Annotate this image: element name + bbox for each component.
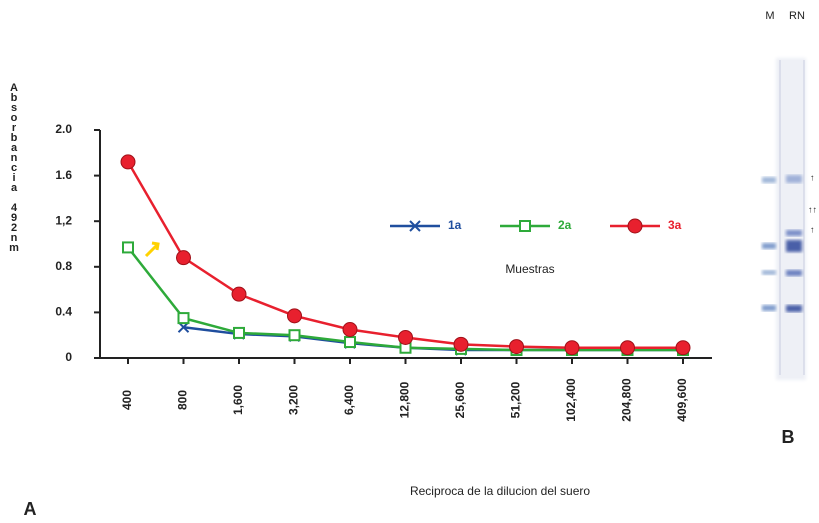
- marker: [519, 220, 531, 232]
- y-tick-label: 1.6: [55, 168, 72, 182]
- marker: [509, 339, 524, 355]
- marker: [287, 308, 302, 324]
- lane-label: RN: [789, 10, 805, 22]
- panel-label: A: [24, 499, 37, 519]
- x-axis-label: Reciproca de la dilucion del suero: [410, 484, 590, 498]
- x-tick-label: 1,600: [231, 385, 245, 415]
- legend-label: 2a: [558, 218, 572, 232]
- annotation-arrow: [144, 241, 160, 258]
- marker: [288, 329, 301, 342]
- y-tick-label: 0.4: [55, 305, 72, 319]
- x-tick-label: 400: [120, 390, 134, 410]
- legend-label: 1a: [448, 218, 462, 232]
- marker: [409, 220, 421, 232]
- x-tick-label: 25,600: [453, 381, 467, 418]
- y-tick-label: 0.8: [55, 259, 72, 273]
- svg-text:↑↑: ↑↑: [808, 204, 817, 214]
- marker: [122, 241, 134, 254]
- marker: [342, 322, 358, 337]
- marker: [177, 312, 190, 325]
- marker: [233, 326, 245, 339]
- panel-label: B: [782, 427, 795, 447]
- y-tick-label: 1,2: [55, 213, 72, 227]
- legend-title: Muestras: [505, 262, 554, 276]
- y-tick-label: 2.0: [55, 122, 72, 136]
- marker: [627, 218, 643, 234]
- marker: [564, 340, 580, 356]
- x-tick-label: 12,800: [398, 381, 412, 418]
- legend-label: 3a: [668, 218, 682, 232]
- marker: [231, 286, 247, 302]
- x-tick-label: 102,400: [564, 378, 578, 422]
- marker: [120, 154, 136, 170]
- marker: [620, 340, 635, 356]
- x-tick-label: 409,600: [675, 378, 689, 422]
- lane-label: M: [765, 10, 774, 22]
- marker: [453, 336, 469, 352]
- svg-text:↑: ↑: [810, 172, 815, 182]
- x-tick-label: 800: [176, 390, 190, 410]
- marker: [675, 340, 691, 356]
- x-tick-label: 204,800: [620, 378, 634, 422]
- x-tick-label: 51,200: [509, 381, 523, 418]
- y-tick-label: 0: [65, 350, 72, 364]
- series-line: [126, 161, 683, 349]
- x-tick-label: 6,400: [342, 385, 356, 415]
- svg-text:↑: ↑: [810, 224, 815, 234]
- marker: [344, 336, 356, 349]
- gel: ↑ ↑↑ ↑: [762, 58, 817, 380]
- y-axis-label: Absorbancia 492nm: [8, 82, 20, 252]
- x-tick-label: 3,200: [287, 385, 301, 415]
- marker: [398, 329, 413, 345]
- marker: [176, 250, 191, 266]
